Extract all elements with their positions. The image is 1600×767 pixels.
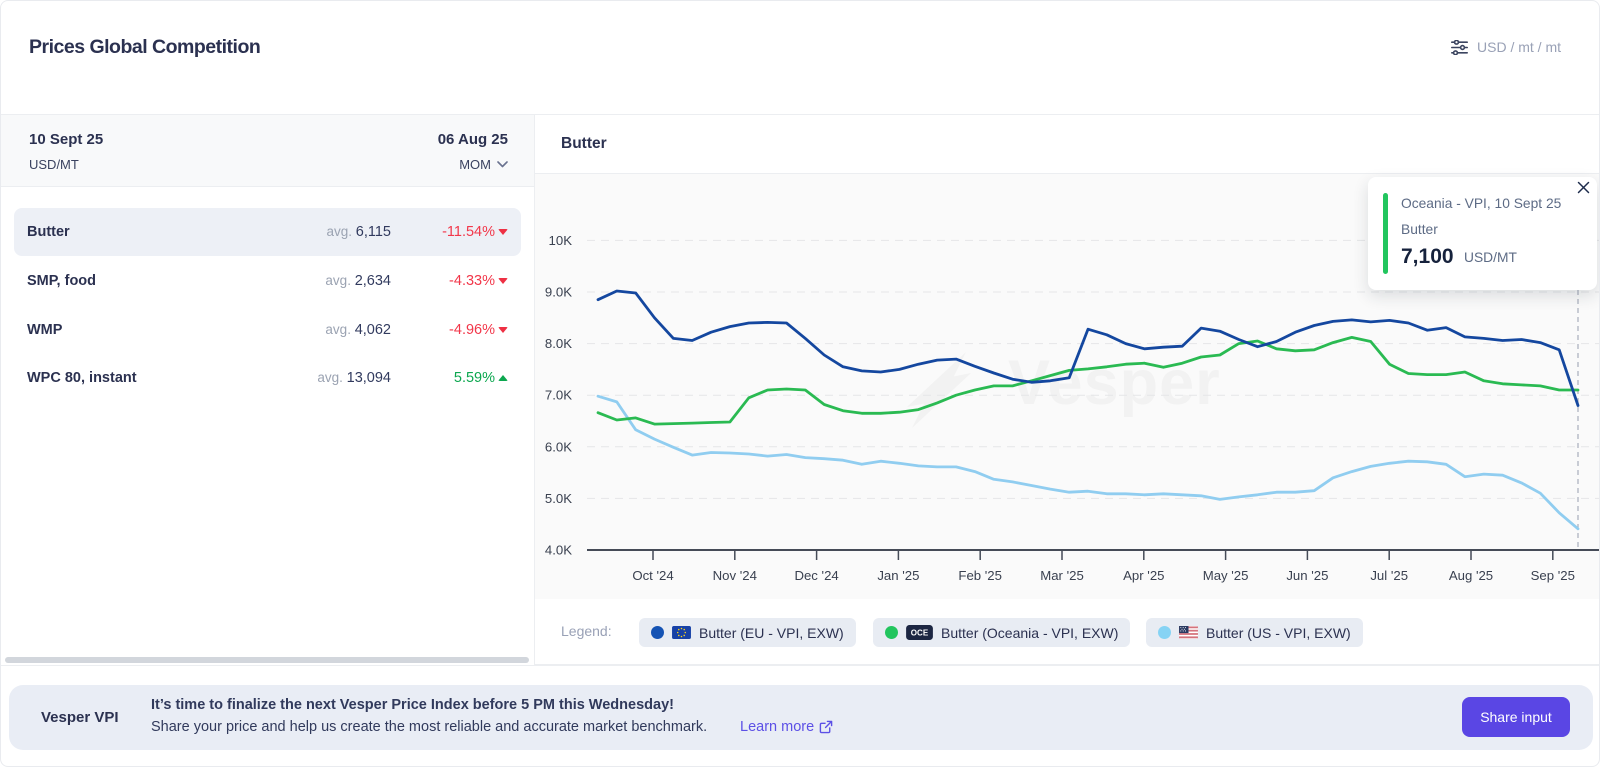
svg-text:8.0K: 8.0K [545, 336, 572, 351]
svg-text:OCE: OCE [911, 629, 929, 638]
svg-text:5.0K: 5.0K [545, 491, 572, 506]
svg-text:7.0K: 7.0K [545, 388, 572, 403]
svg-text:Oct '24: Oct '24 [632, 568, 673, 583]
svg-text:Dec '24: Dec '24 [794, 568, 838, 583]
svg-text:May '25: May '25 [1203, 568, 1249, 583]
svg-text:Apr '25: Apr '25 [1123, 568, 1164, 583]
svg-text:Jun '25: Jun '25 [1286, 568, 1328, 583]
svg-text:4.0K: 4.0K [545, 543, 572, 558]
svg-text:Feb '25: Feb '25 [958, 568, 1002, 583]
svg-text:Sep '25: Sep '25 [1531, 568, 1575, 583]
svg-text:9.0K: 9.0K [545, 285, 572, 300]
svg-text:10K: 10K [549, 233, 573, 248]
svg-text:Jan '25: Jan '25 [877, 568, 919, 583]
svg-text:6.0K: 6.0K [545, 439, 572, 454]
svg-text:Aug '25: Aug '25 [1449, 568, 1493, 583]
svg-text:Jul '25: Jul '25 [1370, 568, 1408, 583]
svg-text:Nov '24: Nov '24 [713, 568, 757, 583]
svg-text:Mar '25: Mar '25 [1040, 568, 1084, 583]
svg-text:Vesper: Vesper [1008, 348, 1221, 418]
